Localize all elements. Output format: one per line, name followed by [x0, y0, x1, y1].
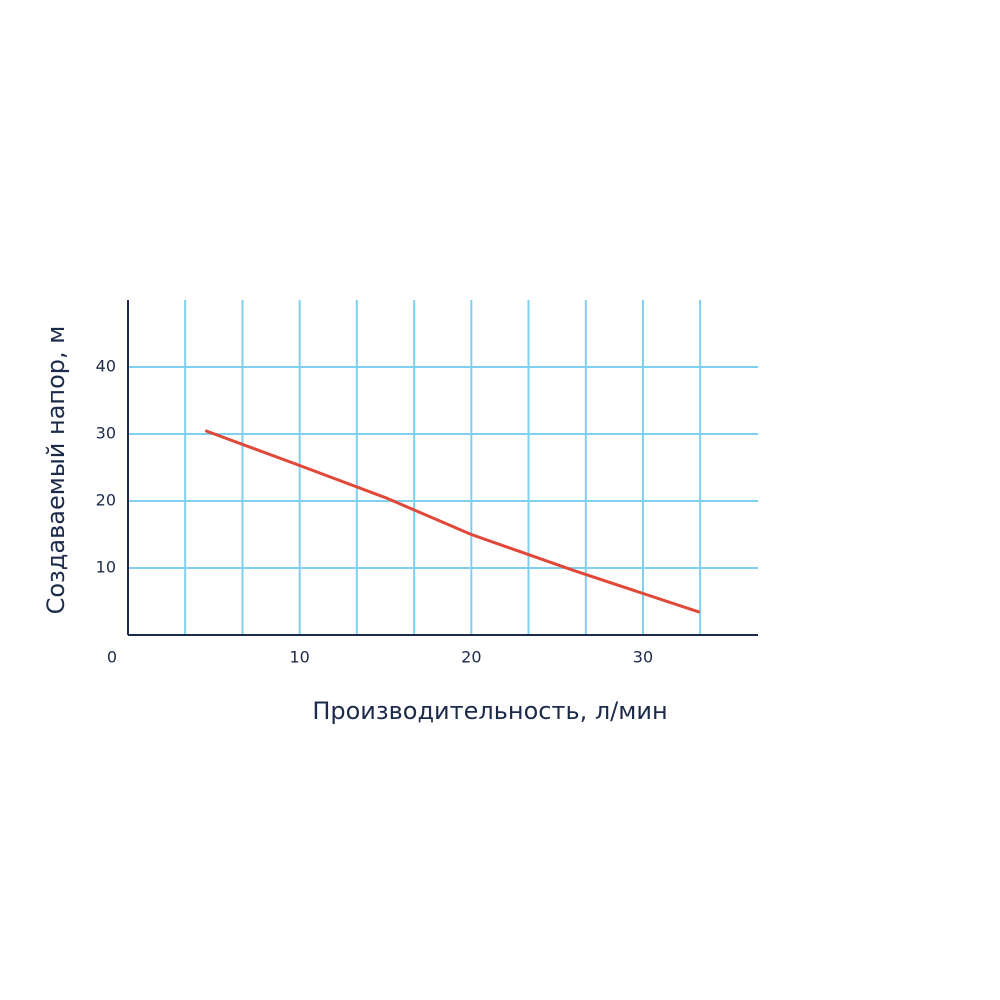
x-tick-label: 20	[461, 648, 481, 667]
line-series	[204, 429, 701, 614]
y-axis-title: Создаваемый напор, м	[42, 326, 70, 615]
x-axis-title: Производительность, л/мин	[312, 697, 667, 725]
y-tick-label: 30	[96, 424, 116, 443]
y-tick-label: 40	[96, 357, 116, 376]
y-tick-label: 10	[96, 558, 116, 577]
y-tick-label: 20	[96, 491, 116, 510]
x-tick-label: 10	[289, 648, 309, 667]
x-tick-label: 30	[633, 648, 653, 667]
x-tick-label: 0	[107, 648, 117, 667]
